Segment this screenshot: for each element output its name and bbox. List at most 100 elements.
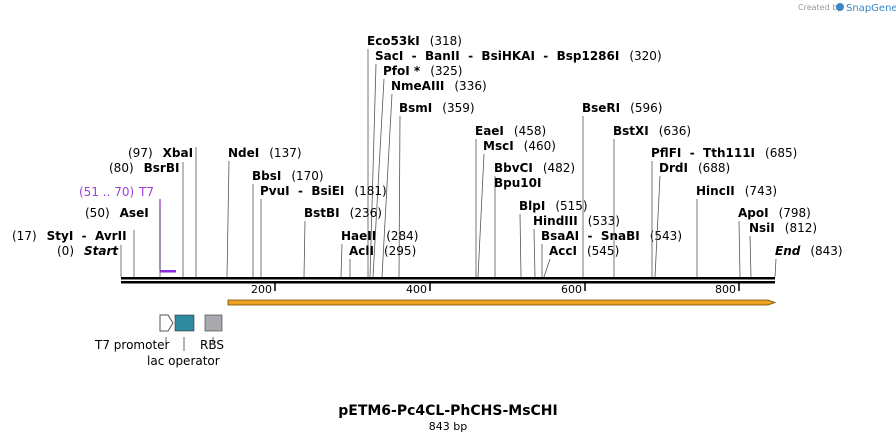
site-label: DrdI (688) (659, 161, 730, 175)
site-connector (398, 115, 401, 278)
site-label: ApoI (798) (738, 206, 811, 220)
site-name: SacI - BanII - BsiHKAI - Bsp1286I (375, 49, 619, 63)
feature-name: T7 (138, 185, 154, 199)
legend-label: lac operator (147, 354, 220, 368)
site-position: (685) (765, 146, 797, 160)
site-name: End (775, 244, 801, 258)
site-name: PflFI - Tth111I (651, 146, 755, 160)
site-position: (137) (269, 146, 301, 160)
site-label: BseRI (596) (582, 101, 662, 115)
legend-label: RBS (200, 338, 224, 352)
site-label: (0) Start (57, 244, 119, 258)
site-label: BbvCI (482) (494, 161, 575, 175)
legend-operator (174, 314, 195, 332)
site-name: BlpI (519, 199, 545, 213)
site-position: (515) (555, 199, 587, 213)
site-connector (303, 220, 306, 278)
site-connector (738, 220, 741, 278)
site-name: AseI (120, 206, 149, 220)
site-label: PfoI * (325) (383, 64, 462, 78)
site-name: BstXI (613, 124, 649, 138)
site-name: NdeI (228, 146, 259, 160)
site-name: BstBI (304, 206, 340, 220)
ruler-label: 800 (715, 283, 736, 296)
site-name: BsrBI (144, 161, 180, 175)
site-name: BsaAI - SnaBI (541, 229, 640, 243)
site-label: SacI - BanII - BsiHKAI - Bsp1286I (320) (375, 49, 662, 63)
feature-range: (51 .. 70) (79, 185, 134, 199)
site-position: (295) (384, 244, 416, 258)
ruler-label: 200 (251, 283, 272, 296)
orf-arrow (227, 299, 777, 306)
site-position: (181) (354, 184, 386, 198)
site-name: BsmI (399, 101, 432, 115)
site-label: EaeI (458) (475, 124, 546, 138)
site-connector (372, 78, 385, 278)
site-position: (743) (745, 184, 777, 198)
site-name: NsiI (749, 221, 775, 235)
site-label: BstBI (236) (304, 206, 382, 220)
site-connector (774, 258, 777, 278)
site-name: BseRI (582, 101, 620, 115)
site-position: (320) (629, 49, 661, 63)
site-position: (325) (430, 64, 462, 78)
site-position: (545) (587, 244, 619, 258)
site-label: AccI (545) (549, 244, 619, 258)
site-label: BsaAI - SnaBI (543) (541, 229, 682, 243)
site-label: PflFI - Tth111I (685) (651, 146, 797, 160)
site-name: PvuI - BsiEI (260, 184, 344, 198)
site-name: AclI (349, 244, 374, 258)
sequence-top (121, 277, 775, 280)
site-label: AclI (295) (349, 244, 416, 258)
site-name: BbsI (252, 169, 281, 183)
site-label: NsiI (812) (749, 221, 817, 235)
site-name: ApoI (738, 206, 769, 220)
site-position: (284) (386, 229, 418, 243)
site-label: (80) BsrBI (109, 161, 179, 175)
site-label: End (843) (775, 244, 843, 258)
site-position: (359) (442, 101, 474, 115)
site-connector (226, 160, 230, 278)
site-position: (318) (430, 34, 462, 48)
site-label: NdeI (137) (228, 146, 302, 160)
site-position: (636) (659, 124, 691, 138)
site-name: EaeI (475, 124, 504, 138)
site-connector (381, 93, 393, 278)
site-name: PfoI * (383, 64, 421, 78)
site-label: BlpI (515) (519, 199, 588, 213)
site-position: (543) (650, 229, 682, 243)
legend-label: T7 promoter (94, 338, 170, 352)
site-name: Eco53kI (367, 34, 420, 48)
site-label: HaeII (284) (341, 229, 419, 243)
site-label: (50) AseI (85, 206, 149, 220)
watermark-brand: SnapGene (846, 3, 896, 14)
site-label: PvuI - BsiEI (181) (260, 184, 387, 198)
site-position: (50) (85, 206, 110, 220)
site-connector (340, 243, 343, 278)
sequence-bottom (121, 281, 775, 284)
site-name: StyI - AvrII (47, 229, 127, 243)
site-label: (97) XbaI (128, 146, 193, 160)
site-label: HincII (743) (696, 184, 777, 198)
site-name: MscI (483, 139, 514, 153)
site-name: HindIII (533, 214, 578, 228)
site-connector (369, 63, 377, 278)
site-label: BsmI (359) (399, 101, 475, 115)
title: pETM6-Pc4CL-PhCHS-MsCHI (338, 403, 558, 419)
site-position: (798) (779, 206, 811, 220)
site-label: HindIII (533) (533, 214, 620, 228)
site-position: (336) (454, 79, 486, 93)
site-label: (17) StyI - AvrII (12, 229, 127, 243)
site-name: AccI (549, 244, 577, 258)
site-name: HincII (696, 184, 735, 198)
site-position: (458) (514, 124, 546, 138)
site-name: Bpu10I (494, 176, 541, 190)
brand-icon (836, 3, 844, 11)
site-position: (688) (698, 161, 730, 175)
ruler-label: 400 (406, 283, 427, 296)
ruler-label: 600 (561, 283, 582, 296)
site-name: Start (84, 244, 119, 258)
site-connector (654, 175, 661, 278)
site-position: (97) (128, 146, 153, 160)
